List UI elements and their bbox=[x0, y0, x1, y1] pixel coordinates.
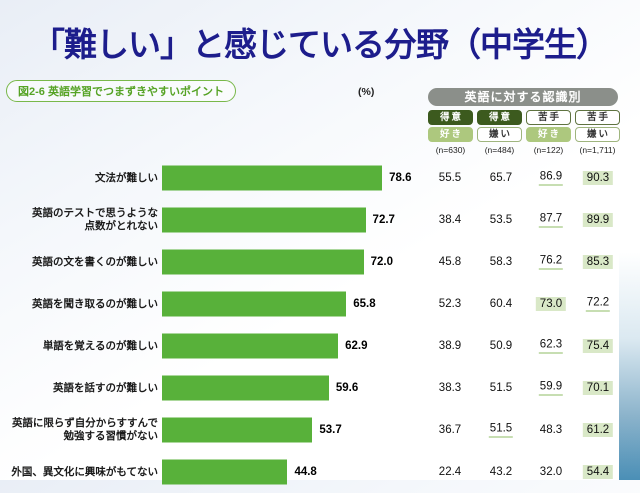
bar-row: 英語を話すのが難しい 59.6 38.3 51.5 59.9 70.1 bbox=[0, 367, 640, 409]
category-label-line: 英語のテストで思うような bbox=[32, 207, 158, 219]
category-label-line: 文法が難しい bbox=[95, 171, 158, 184]
preference-badge: 嫌い bbox=[575, 127, 620, 142]
cell-value: 73.0 bbox=[535, 297, 567, 311]
category-label: 外国、異文化に興味がもてない bbox=[0, 451, 158, 493]
cell-value: 22.4 bbox=[438, 466, 462, 478]
attitude-column-3: 苦手好き (n=122) bbox=[526, 110, 571, 155]
cell-value: 87.7 bbox=[538, 213, 564, 228]
category-label-line: 英語を話すのが難しい bbox=[53, 381, 158, 394]
bar-value-label: 59.6 bbox=[335, 382, 359, 394]
bar bbox=[162, 249, 364, 275]
sample-size-label: (n=484) bbox=[484, 145, 515, 155]
category-label-line: 英語に限らず自分からすすんで bbox=[11, 417, 158, 429]
category-label-line: 英語を聞き取るのが難しい bbox=[32, 297, 158, 310]
cell-value: 52.3 bbox=[438, 298, 462, 310]
attitude-column-1: 得意好き (n=630) bbox=[428, 110, 473, 155]
bar bbox=[162, 333, 339, 359]
bar-value-label: 53.7 bbox=[319, 424, 342, 436]
cell-value: 48.3 bbox=[539, 424, 563, 436]
cell-value: 32.0 bbox=[539, 466, 563, 478]
slide-title: 「難しい」と感じている分野（中学生） bbox=[32, 26, 609, 63]
cell-value: 75.4 bbox=[582, 339, 614, 353]
cell-value: 36.7 bbox=[438, 424, 462, 436]
cell-value: 60.4 bbox=[489, 298, 513, 310]
cell-value: 45.8 bbox=[438, 256, 462, 268]
bar-row: 外国、異文化に興味がもてない 44.8 22.4 43.2 32.0 54.4 bbox=[0, 451, 640, 493]
bar-value-label: 44.8 bbox=[294, 466, 317, 478]
bar bbox=[162, 417, 313, 443]
bar-value-label: 78.6 bbox=[389, 172, 412, 184]
cell-value: 59.9 bbox=[538, 381, 564, 396]
cell-value: 55.5 bbox=[438, 172, 462, 184]
bar-row: 英語のテストで思うような 点数がとれない 72.7 38.4 53.5 87.7 89.9 bbox=[0, 199, 640, 241]
category-label-line: 勉強する習慣がない bbox=[63, 430, 159, 442]
bar bbox=[162, 375, 329, 401]
cell-value: 90.3 bbox=[582, 171, 614, 185]
cell-value: 53.5 bbox=[489, 214, 513, 226]
cell-value: 76.2 bbox=[538, 255, 564, 270]
category-label: 英語に限らず自分からすすんで 勉強する習慣がない bbox=[0, 409, 158, 451]
proficiency-badge: 得意 bbox=[477, 110, 522, 125]
category-label-line: 外国、異文化に興味がもてない bbox=[11, 465, 158, 478]
chart-rows: 文法が難しい 78.6 55.5 65.7 86.9 90.3 英語のテストで思うような 点数… bbox=[0, 157, 640, 493]
sample-size-label: (n=1,711) bbox=[579, 145, 616, 155]
cell-value: 61.2 bbox=[582, 423, 614, 437]
bar-row: 英語の文を書くのが難しい 72.0 45.8 58.3 76.2 85.3 bbox=[0, 241, 640, 283]
bar bbox=[162, 291, 347, 317]
category-label: 文法が難しい bbox=[0, 157, 158, 199]
bar-row: 文法が難しい 78.6 55.5 65.7 86.9 90.3 bbox=[0, 157, 640, 199]
cell-value: 58.3 bbox=[489, 256, 513, 268]
cell-value: 51.5 bbox=[488, 423, 514, 438]
cell-value: 72.2 bbox=[585, 297, 611, 312]
cell-value: 38.4 bbox=[438, 214, 462, 226]
right-gradient-decoration bbox=[619, 252, 640, 480]
attitude-column-2: 得意嫌い (n=484) bbox=[477, 110, 522, 155]
cell-value: 85.3 bbox=[582, 255, 614, 269]
bar-row: 英語を聞き取るのが難しい 65.8 52.3 60.4 73.0 72.2 bbox=[0, 283, 640, 325]
cell-value: 54.4 bbox=[582, 465, 614, 479]
attitude-columns: 得意 好き (n=630) 得意 嫌い (n=484) 苦手 好き (n=122) 苦手 嫌い (n=… bbox=[428, 110, 620, 155]
preference-badge: 嫌い bbox=[477, 127, 522, 142]
bar bbox=[162, 165, 383, 191]
category-label: 単語を覚えるのが難しい bbox=[0, 325, 158, 367]
bar-value-label: 62.9 bbox=[345, 340, 368, 352]
cell-value: 38.3 bbox=[438, 382, 462, 394]
cell-value: 62.3 bbox=[538, 339, 564, 354]
bar-value-label: 72.7 bbox=[372, 214, 395, 226]
preference-badge: 好き bbox=[526, 127, 571, 142]
figure-caption-badge: 図2-6 英語学習でつまずきやすいポイント bbox=[6, 80, 236, 102]
sample-size-label: (n=630) bbox=[435, 145, 466, 155]
bar bbox=[162, 459, 288, 485]
cell-value: 43.2 bbox=[489, 466, 513, 478]
category-label-line: 点数がとれない bbox=[84, 220, 159, 232]
bar-value-label: 72.0 bbox=[370, 256, 393, 268]
cell-value: 38.9 bbox=[438, 340, 462, 352]
cell-value: 86.9 bbox=[538, 171, 564, 186]
proficiency-badge: 得意 bbox=[428, 110, 473, 125]
category-label: 英語の文を書くのが難しい bbox=[0, 241, 158, 283]
attitude-group-header: 英語に対する認識別 bbox=[428, 88, 618, 106]
cell-value: 51.5 bbox=[489, 382, 513, 394]
attitude-column-4: 苦手嫌い (n=1,711) bbox=[575, 110, 620, 155]
proficiency-badge: 苦手 bbox=[526, 110, 571, 125]
preference-badge: 好き bbox=[428, 127, 473, 142]
bar-row: 英語に限らず自分からすすんで 勉強する習慣がない 53.7 36.7 51.5 48.3 6… bbox=[0, 409, 640, 451]
cell-value: 50.9 bbox=[489, 340, 513, 352]
category-label: 英語を聞き取るのが難しい bbox=[0, 283, 158, 325]
sample-size-label: (n=122) bbox=[533, 145, 564, 155]
category-label: 英語を話すのが難しい bbox=[0, 367, 158, 409]
bar-row: 単語を覚えるのが難しい 62.9 38.9 50.9 62.3 75.4 bbox=[0, 325, 640, 367]
bar-value-label: 65.8 bbox=[353, 298, 376, 310]
bar bbox=[162, 207, 366, 233]
category-label-line: 英語の文を書くのが難しい bbox=[32, 255, 158, 268]
category-label: 英語のテストで思うような 点数がとれない bbox=[0, 199, 158, 241]
proficiency-badge: 苦手 bbox=[575, 110, 620, 125]
cell-value: 65.7 bbox=[489, 172, 513, 184]
cell-value: 70.1 bbox=[582, 381, 614, 395]
cell-value: 89.9 bbox=[582, 213, 614, 227]
percent-unit-label: (%) bbox=[358, 86, 375, 98]
category-label-line: 単語を覚えるのが難しい bbox=[42, 339, 158, 352]
